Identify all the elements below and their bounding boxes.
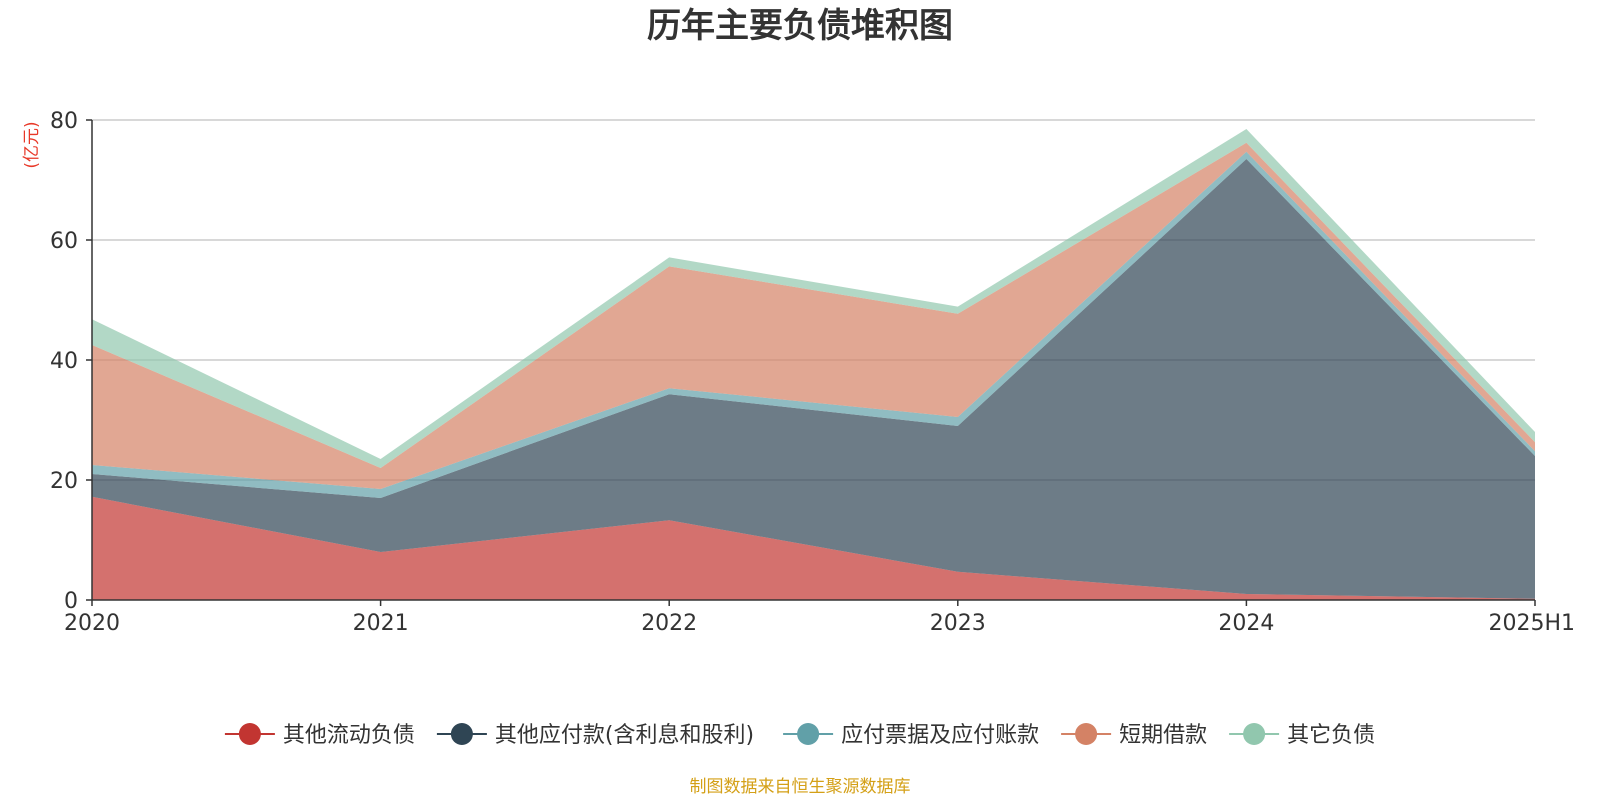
x-tick-label: 2023 <box>930 611 986 636</box>
area-series-2 <box>92 159 1535 599</box>
y-axis-ticks: 0 20 40 60 80 <box>50 109 92 614</box>
area-series <box>92 129 1535 600</box>
chart-title: 历年主要负债堆积图 <box>647 6 953 46</box>
x-tick-label: 2020 <box>64 611 120 636</box>
legend-marker <box>1075 723 1098 745</box>
legend-item-3[interactable]: 应付票据及应付账款 <box>783 723 1039 748</box>
x-tick-label: 2025H1 <box>1488 611 1575 636</box>
y-tick-label: 60 <box>50 229 78 254</box>
legend-item-5[interactable]: 其它负债 <box>1229 723 1375 748</box>
y-tick-label: 80 <box>50 109 78 134</box>
legend-marker <box>1243 723 1266 745</box>
y-axis-unit-label: (亿元) <box>22 121 42 168</box>
legend-marker <box>450 723 473 745</box>
y-tick-label: 20 <box>50 469 78 494</box>
y-tick-label: 0 <box>64 589 78 614</box>
x-tick-label: 2021 <box>353 611 409 636</box>
legend-label: 其他应付款(含利息和股利) <box>495 723 754 748</box>
legend-label: 其它负债 <box>1287 723 1375 748</box>
x-axis-ticks: 2020 2021 2022 2023 2024 2025H1 <box>64 600 1575 636</box>
legend-marker <box>238 723 261 745</box>
data-source-note: 制图数据来自恒生聚源数据库 <box>690 777 911 797</box>
x-tick-label: 2022 <box>641 611 697 636</box>
legend: 其他流动负债 其他应付款(含利息和股利) 应付票据及应付账款 短期借款 其它负债 <box>224 723 1375 748</box>
legend-marker <box>797 723 820 745</box>
legend-item-1[interactable]: 其他流动负债 <box>224 723 415 748</box>
legend-item-2[interactable]: 其他应付款(含利息和股利) <box>436 723 754 748</box>
area-series-4 <box>92 142 1535 490</box>
legend-item-4[interactable]: 短期借款 <box>1061 723 1207 748</box>
area-series-1 <box>92 496 1535 600</box>
legend-label: 其他流动负债 <box>283 723 415 748</box>
legend-label: 应付票据及应付账款 <box>841 723 1039 748</box>
legend-label: 短期借款 <box>1119 723 1207 748</box>
x-tick-label: 2024 <box>1218 611 1274 636</box>
y-tick-label: 40 <box>50 349 78 374</box>
